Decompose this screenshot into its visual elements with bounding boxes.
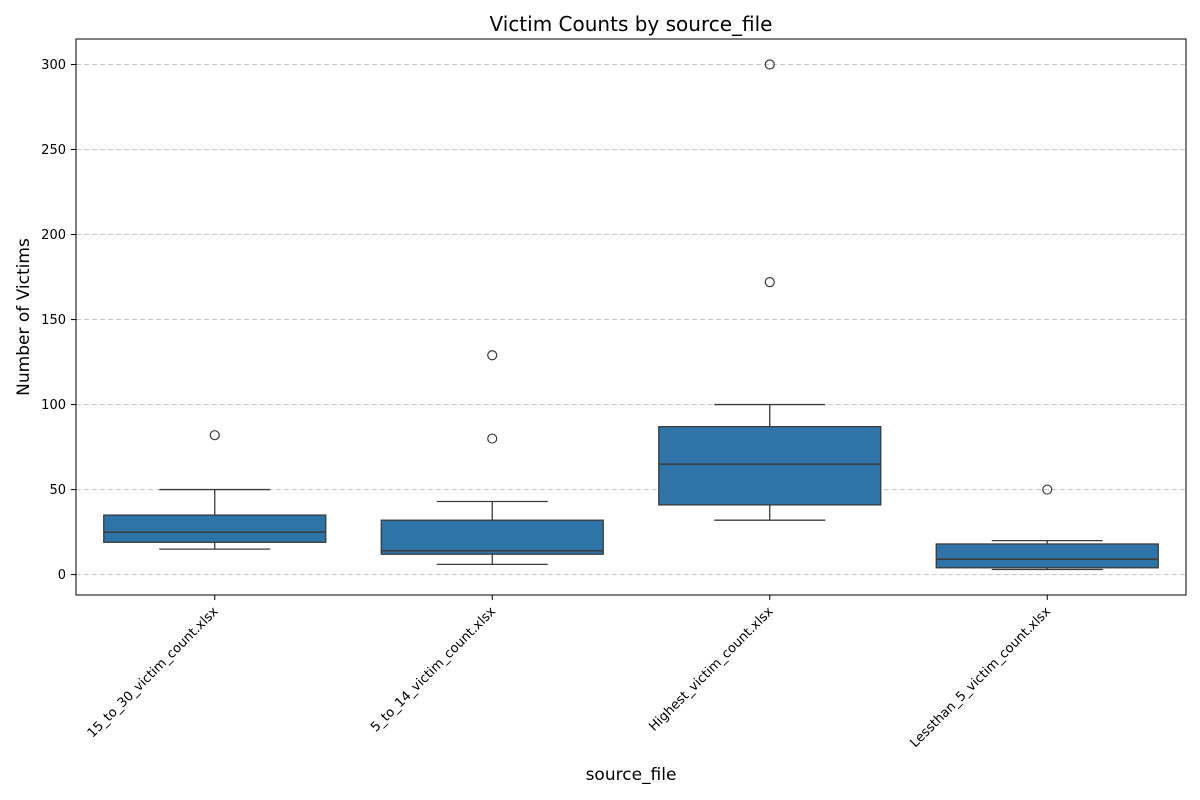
iqr-box xyxy=(935,543,1159,569)
y-axis: 0 50 100 150 200 250 300 xyxy=(41,58,76,583)
x-axis: 15_to_30_victim_count.xlsx 5_to_14_victim… xyxy=(85,595,1055,751)
outlier-point xyxy=(764,59,775,70)
x-tick-label: 15_to_30_victim_count.xlsx xyxy=(85,604,222,741)
outlier-point xyxy=(209,430,220,441)
plot-area-frame xyxy=(75,38,1187,596)
y-tick-label: 50 xyxy=(49,483,66,498)
y-tick-label: 300 xyxy=(41,58,66,73)
y-tick-label: 100 xyxy=(41,398,66,413)
outlier-point xyxy=(487,350,498,361)
x-axis-label: source_file xyxy=(586,765,677,785)
grid-lines xyxy=(76,64,1186,576)
chart-title: Victim Counts by source_file xyxy=(490,12,773,36)
outlier-point xyxy=(764,277,775,288)
box-group-4 xyxy=(935,484,1159,571)
y-axis-label: Number of Victims xyxy=(14,238,34,396)
iqr-box xyxy=(658,426,882,506)
box-group-2 xyxy=(380,350,604,566)
x-tick-label: Highest_victim_count.xlsx xyxy=(646,604,776,734)
iqr-box xyxy=(380,519,604,555)
x-tick-label: Lessthan_5_victim_count.xlsx xyxy=(908,604,1055,751)
box-group-1 xyxy=(103,430,327,550)
y-tick-label: 250 xyxy=(41,143,66,158)
iqr-box xyxy=(103,514,327,543)
y-tick-label: 150 xyxy=(41,313,66,328)
y-tick-label: 0 xyxy=(58,568,66,583)
x-tick-label: 5_to_14_victim_count.xlsx xyxy=(368,604,499,735)
box-group-3 xyxy=(658,59,882,521)
y-tick-label: 200 xyxy=(41,228,66,243)
box-layer xyxy=(103,59,1159,571)
outlier-point xyxy=(1042,484,1053,495)
outlier-point xyxy=(487,433,498,444)
